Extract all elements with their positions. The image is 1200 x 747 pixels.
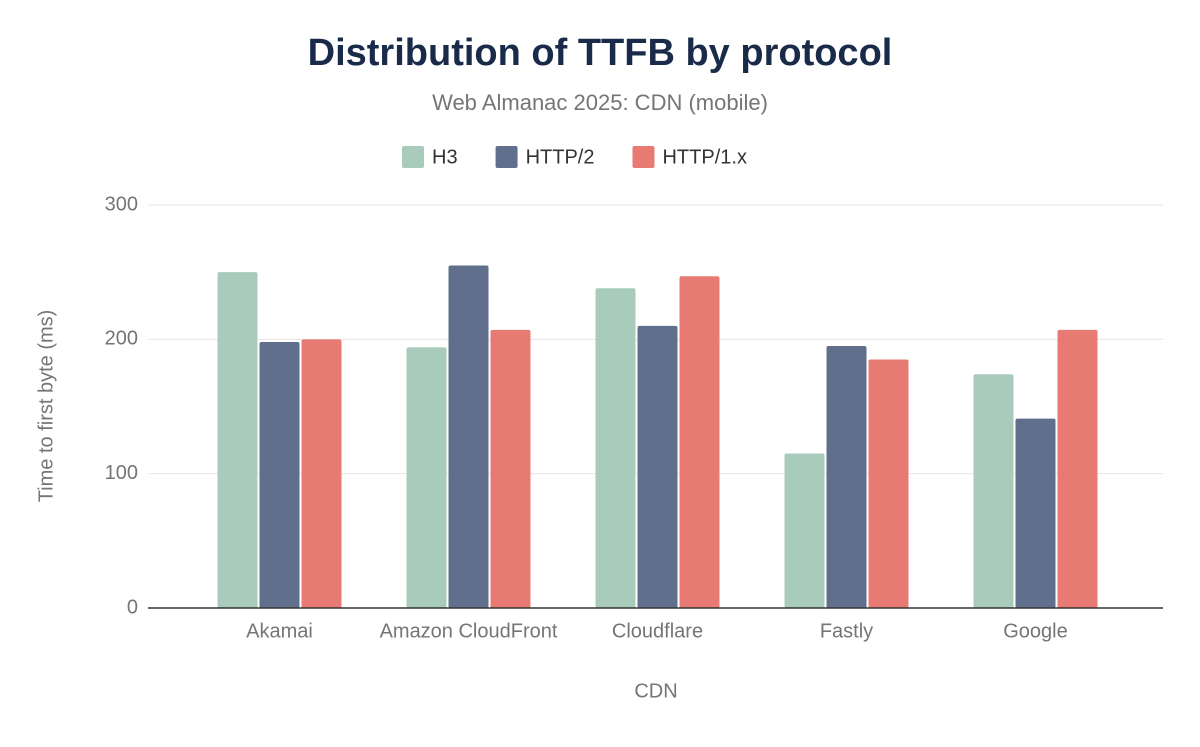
bar (826, 346, 867, 608)
legend-label: H3 (432, 146, 458, 168)
bar (1057, 329, 1098, 608)
bar (490, 329, 531, 608)
bar (1015, 418, 1056, 608)
bar (973, 374, 1014, 608)
bar (595, 288, 636, 608)
bar (868, 359, 909, 608)
bar (406, 347, 447, 608)
x-tick-label: Cloudflare (612, 620, 703, 642)
y-tick-label: 300 (105, 193, 138, 215)
legend-label: HTTP/1.x (662, 146, 746, 168)
x-tick-label: Akamai (246, 620, 313, 642)
y-axis-title: Time to first byte (ms) (35, 310, 57, 503)
legend-swatch (632, 146, 655, 168)
x-tick-label: Google (1003, 620, 1068, 642)
bar (679, 276, 720, 608)
chart-title: Distribution of TTFB by protocol (308, 32, 893, 74)
bar (637, 325, 678, 608)
x-tick-label: Amazon CloudFront (380, 620, 558, 642)
bar (301, 339, 342, 608)
legend-label: HTTP/2 (526, 146, 595, 168)
chart-subtitle: Web Almanac 2025: CDN (mobile) (432, 90, 768, 115)
bar (259, 342, 300, 608)
bar (217, 272, 258, 608)
legend-swatch (495, 146, 518, 168)
bar (784, 453, 825, 608)
y-tick-label: 200 (105, 328, 138, 350)
legend-swatch (402, 146, 424, 168)
x-tick-label: Fastly (820, 620, 873, 642)
y-tick-label: 0 (127, 596, 138, 618)
y-tick-label: 100 (105, 462, 138, 484)
bar (448, 265, 489, 608)
x-axis-title: CDN (634, 680, 677, 702)
